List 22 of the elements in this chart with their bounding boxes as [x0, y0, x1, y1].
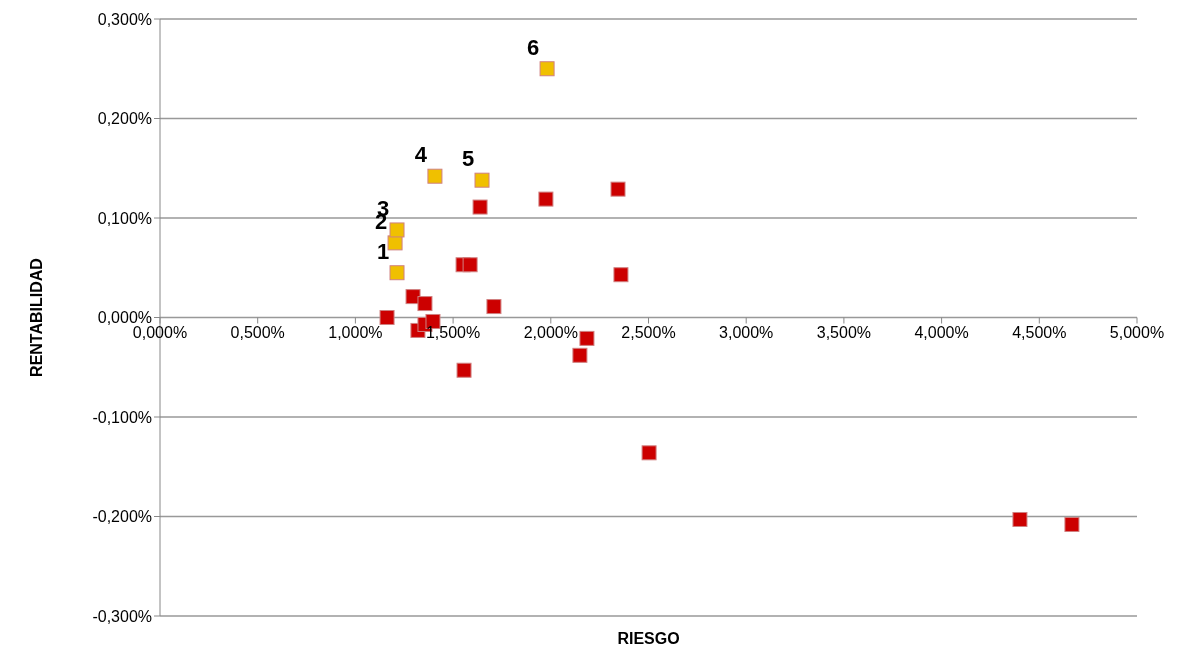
- x-axis-title: RIESGO: [617, 630, 680, 647]
- x-tick-label: 4,000%: [914, 323, 969, 341]
- annotation: 4: [414, 142, 428, 168]
- y-tick-label: 0,200%: [97, 110, 152, 128]
- x-tick-label: 1,500%: [425, 323, 481, 341]
- y-tick-label: 0,100%: [97, 209, 152, 227]
- y-tick-label: -0,200%: [92, 508, 152, 526]
- x-tick-label: 2,500%: [621, 323, 676, 341]
- x-tick-label: 4,500%: [1012, 323, 1067, 341]
- x-tick-label: 3,000%: [719, 323, 774, 341]
- annotation: 1: [376, 238, 390, 264]
- y-tick-label: 0,300%: [97, 10, 152, 28]
- y-tick-label: -0,100%: [92, 408, 152, 426]
- x-tick-label: 1,000%: [328, 323, 383, 341]
- x-tick-label: 0,500%: [230, 323, 285, 341]
- annotation: 5: [461, 146, 475, 172]
- y-tick-label: -0,300%: [92, 607, 152, 625]
- x-tick-label: 2,000%: [523, 323, 578, 341]
- x-tick-label: 5,000%: [1109, 323, 1165, 341]
- y-axis-title: RENTABILIDAD: [27, 258, 45, 377]
- annotation: 6: [526, 34, 540, 60]
- x-tick-label: 3,500%: [816, 323, 872, 341]
